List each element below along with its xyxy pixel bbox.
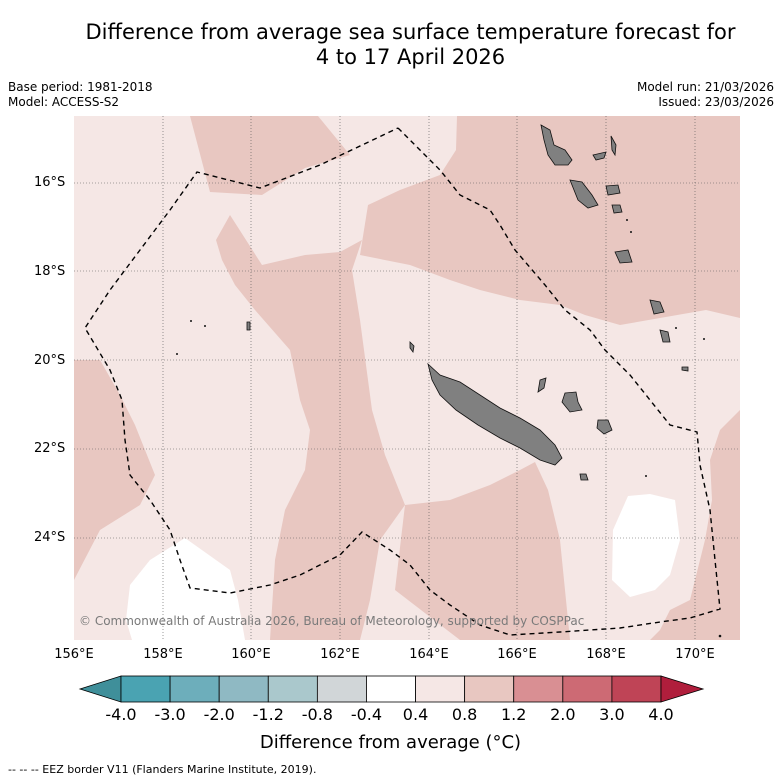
lat-label-16s: 16°S [34, 175, 66, 190]
eez-legend: -- -- -- EEZ border V11 (Flanders Marine… [8, 763, 317, 776]
new-caledonia-grande-terre [427, 362, 563, 466]
loyalty-island-mare [596, 419, 613, 435]
region-northeast [360, 116, 740, 325]
islet-4 [645, 475, 647, 477]
model-run: Model run: 21/03/2026 [636, 80, 774, 94]
meta-right: Model run: 21/03/2026 Issued: 23/03/2026 [637, 80, 774, 110]
isle-of-pines [579, 473, 589, 481]
issued-date: Issued: 23/03/2026 [658, 95, 774, 109]
islet-7 [630, 231, 632, 233]
lon-label-156e: 156°E [54, 647, 94, 662]
belep-islands [409, 341, 415, 353]
region-north-strip [190, 116, 350, 195]
colorbar-tick-label: 2.0 [550, 705, 576, 724]
lon-label-160e: 160°E [231, 647, 271, 662]
loyalty-island-ouvea [537, 377, 547, 393]
colorbar-segment [120, 675, 171, 703]
colorbar-segment [464, 675, 515, 703]
colorbar-segment [562, 675, 613, 703]
colorbar-segment [267, 675, 318, 703]
colorbar-segment [611, 675, 662, 703]
land-masses [246, 124, 689, 481]
meta-left: Base period: 1981-2018 Model: ACCESS-S2 [8, 80, 153, 110]
colorbar-segment [415, 675, 466, 703]
colorbar-tick-label: -3.0 [154, 705, 186, 724]
copyright-notice: © Commonwealth of Australia 2026, Bureau… [79, 614, 585, 628]
lon-label-162e: 162°E [320, 647, 360, 662]
lon-label-158e: 158°E [143, 647, 183, 662]
vanuatu-maewo [592, 151, 607, 161]
colorbar-tick-label: -4.0 [105, 705, 137, 724]
vanuatu-malakula [569, 179, 599, 209]
vanuatu-efate [614, 249, 633, 264]
colorbar-tick-label: -0.8 [301, 705, 333, 724]
colorbar-segment [316, 675, 367, 703]
islet-6 [675, 327, 677, 329]
lon-label-170e: 170°E [675, 647, 715, 662]
islet-9 [718, 634, 722, 638]
anomaly-regions-neutral [126, 494, 680, 640]
vanuatu-pentecost [610, 135, 617, 157]
graticule [74, 116, 740, 640]
lat-label-22s: 22°S [34, 441, 66, 456]
colorbar-tick-label: 3.0 [599, 705, 625, 724]
islet-8 [626, 219, 628, 221]
islet-3 [176, 353, 178, 355]
lon-label-168e: 168°E [586, 647, 626, 662]
colorbar-tick-label: 0.4 [402, 705, 429, 724]
loyalty-island-lifou [561, 391, 583, 413]
region-central-arc [216, 215, 405, 640]
colorbar-segment [366, 675, 416, 703]
vanuatu-ambrym [605, 184, 621, 196]
vanuatu-erromango [649, 299, 665, 315]
region-south-central [395, 462, 570, 640]
colorbar-segment [218, 675, 269, 703]
region-southwest-neutral [126, 538, 245, 640]
vanuatu-tanna [659, 329, 671, 343]
vanuatu-espiritu-santo [540, 124, 573, 166]
colorbar-title: Difference from average (°C) [259, 732, 522, 753]
islet-1 [190, 320, 192, 322]
colorbar-segment [513, 675, 564, 703]
colorbar-tick-label: -0.4 [350, 705, 383, 724]
islet-5 [703, 338, 705, 340]
lat-label-18s: 18°S [34, 264, 66, 279]
lat-label-20s: 20°S [34, 353, 66, 368]
chesterfield-islet [246, 321, 251, 331]
colorbar-segment [169, 675, 220, 703]
vanuatu-epi [611, 204, 623, 214]
chart-title-line2: 4 to 17 April 2026 [315, 45, 506, 69]
colorbar-tick-label: 0.8 [451, 705, 478, 724]
lon-label-166e: 166°E [497, 647, 537, 662]
lon-label-164e: 164°E [409, 647, 449, 662]
colorbar-tick-label: -1.2 [252, 705, 284, 724]
colorbar-tick-label: 1.2 [500, 705, 527, 724]
vanuatu-aneityum [681, 366, 689, 372]
region-southeast-neutral [612, 494, 680, 597]
colorbar-tick-label: -2.0 [203, 705, 235, 724]
colorbar [78, 675, 705, 703]
islet-2 [204, 325, 206, 327]
chart-title-line1: Difference from average sea surface temp… [85, 20, 736, 44]
small-islets [176, 219, 722, 638]
region-west [74, 360, 155, 580]
colorbar-tick-label: 4.0 [648, 705, 674, 724]
colorbar-extend-high [660, 675, 705, 703]
lat-label-24s: 24°S [34, 530, 66, 545]
base-period: Base period: 1981-2018 [8, 80, 153, 94]
eez-border [84, 127, 721, 636]
colorbar-extend-low [78, 675, 122, 703]
model-name: Model: ACCESS-S2 [8, 95, 120, 109]
